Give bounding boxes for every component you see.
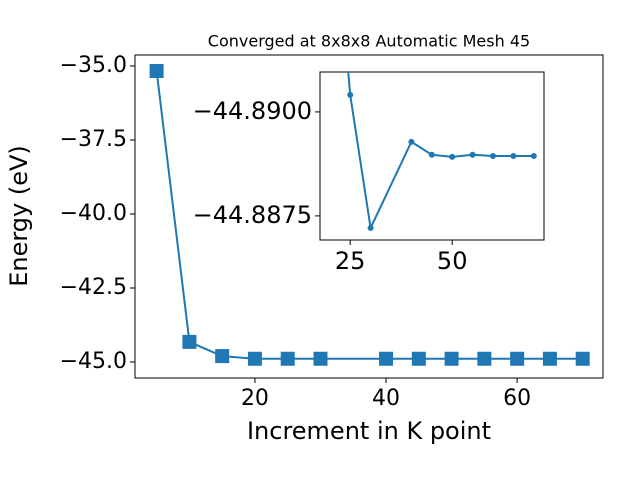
marker xyxy=(215,349,230,364)
marker xyxy=(379,351,394,366)
marker xyxy=(542,351,557,366)
marker xyxy=(477,351,492,366)
marker xyxy=(313,351,328,366)
y-tick-label: −37.5 xyxy=(60,127,127,152)
marker xyxy=(149,63,164,78)
marker xyxy=(408,138,415,145)
y-tick-label: −35.0 xyxy=(60,53,127,78)
y-tick-label: −40.0 xyxy=(60,201,127,226)
marker xyxy=(367,224,374,231)
marker xyxy=(280,351,295,366)
x-tick-label: 40 xyxy=(372,386,400,411)
marker xyxy=(182,334,197,349)
x-tick-label: 25 xyxy=(335,247,366,275)
y-axis-label: Energy (eV) xyxy=(5,145,33,287)
x-tick-label: 50 xyxy=(437,247,468,275)
plot-content xyxy=(347,72,537,232)
series-line xyxy=(347,72,534,232)
marker xyxy=(347,91,354,98)
x-tick-label: 20 xyxy=(241,386,269,411)
marker xyxy=(530,153,537,159)
plot-content xyxy=(149,63,590,366)
marker xyxy=(489,153,496,159)
y-tick-label: −42.5 xyxy=(60,275,127,300)
marker xyxy=(575,351,590,366)
marker xyxy=(411,351,426,366)
marker xyxy=(444,351,459,366)
marker xyxy=(247,351,262,366)
y-tick-label: −44.8900 xyxy=(193,97,312,125)
x-tick-label: 60 xyxy=(503,386,531,411)
y-tick-label: −45.0 xyxy=(60,349,127,374)
marker xyxy=(469,151,476,158)
marker xyxy=(428,151,435,158)
y-tick-label: −44.8875 xyxy=(193,201,312,229)
marker xyxy=(510,351,525,366)
x-axis-label: Increment in K point xyxy=(247,417,491,445)
chart-title: Converged at 8x8x8 Automatic Mesh 45 xyxy=(208,32,530,51)
marker xyxy=(449,153,456,160)
marker xyxy=(510,153,517,159)
